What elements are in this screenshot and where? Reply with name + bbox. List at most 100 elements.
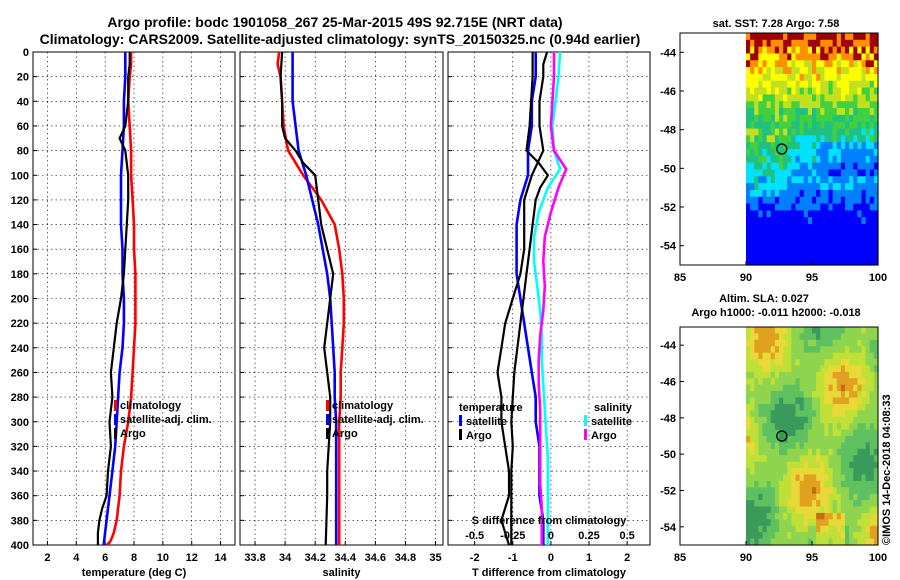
map-cell bbox=[799, 189, 805, 198]
map-cell bbox=[779, 512, 784, 520]
map-cell bbox=[820, 512, 825, 520]
map-cell bbox=[865, 442, 871, 450]
legend-swatch bbox=[114, 400, 117, 411]
map-cell bbox=[845, 493, 850, 501]
map-cell bbox=[816, 210, 821, 218]
map-cell bbox=[832, 474, 838, 482]
map-cell bbox=[861, 210, 867, 218]
map-cell bbox=[746, 33, 751, 41]
map-cell bbox=[840, 333, 846, 341]
map-cell bbox=[750, 532, 755, 540]
map-cell bbox=[820, 493, 825, 501]
map-cell bbox=[762, 532, 768, 540]
map-cell bbox=[873, 538, 879, 546]
map-cell bbox=[799, 128, 805, 136]
map-cell bbox=[783, 468, 788, 476]
map-cell bbox=[849, 506, 854, 514]
map-cell bbox=[873, 217, 879, 225]
map-cell bbox=[762, 423, 768, 431]
map-frame bbox=[679, 32, 879, 266]
map-cell bbox=[762, 244, 768, 252]
map-cell bbox=[824, 506, 830, 514]
map-cell bbox=[849, 203, 854, 212]
map-cell bbox=[853, 196, 858, 205]
map-cell bbox=[869, 203, 875, 212]
map-cell bbox=[849, 155, 854, 164]
map-cell bbox=[795, 101, 801, 109]
map-cell bbox=[787, 155, 792, 164]
map-cell bbox=[803, 217, 809, 225]
map-cell bbox=[799, 333, 805, 341]
map-cell bbox=[774, 217, 780, 225]
map-x-tick-label: 100 bbox=[869, 272, 887, 284]
map-cell bbox=[873, 416, 879, 424]
map-cell bbox=[807, 176, 813, 184]
map-cell bbox=[849, 474, 854, 482]
map-cell bbox=[873, 230, 879, 239]
map-cell bbox=[750, 80, 755, 89]
map-cell bbox=[845, 461, 850, 469]
map-cell bbox=[873, 210, 879, 218]
legend-label: Argo bbox=[120, 428, 146, 440]
map-cell bbox=[766, 365, 772, 373]
map-cell bbox=[845, 500, 850, 508]
y-tick-label: 320 bbox=[11, 441, 29, 453]
map-cell bbox=[824, 487, 830, 495]
title-line1: Argo profile: bodc 1901058_267 25-Mar-20… bbox=[107, 14, 562, 30]
map-cell bbox=[807, 121, 813, 130]
map-cell bbox=[865, 135, 871, 143]
map-cell bbox=[832, 448, 838, 456]
map-cell bbox=[828, 217, 834, 225]
map-cell bbox=[754, 474, 759, 482]
map-cell bbox=[774, 73, 780, 82]
map-cell bbox=[853, 423, 858, 431]
map-cell bbox=[779, 251, 784, 259]
map-cell bbox=[779, 237, 784, 246]
map-cell bbox=[795, 162, 801, 171]
map-cell bbox=[840, 371, 846, 379]
map-cell bbox=[750, 46, 755, 55]
map-cell bbox=[774, 149, 780, 157]
map-cell bbox=[824, 128, 830, 136]
map-cell bbox=[770, 53, 776, 61]
map-cell bbox=[750, 108, 755, 116]
map-cell bbox=[799, 468, 805, 476]
map-cell bbox=[803, 461, 809, 469]
map-cell bbox=[836, 352, 842, 360]
map-cell bbox=[770, 169, 776, 177]
map-cell bbox=[861, 346, 867, 354]
map-cell bbox=[770, 468, 776, 476]
map-cell bbox=[828, 101, 834, 109]
map-cell bbox=[783, 423, 788, 431]
map-cell bbox=[820, 183, 825, 191]
map-cell bbox=[853, 210, 858, 218]
map-cell bbox=[869, 135, 875, 143]
map-cell bbox=[824, 183, 830, 191]
map-cell bbox=[787, 203, 792, 212]
map-cell bbox=[869, 39, 875, 48]
map-cell bbox=[770, 258, 776, 266]
map-cell bbox=[816, 196, 821, 205]
map-cell bbox=[824, 365, 830, 373]
map-cell bbox=[746, 339, 751, 347]
map-cell bbox=[783, 155, 788, 164]
map-cell bbox=[869, 359, 875, 367]
map-cell bbox=[853, 135, 858, 143]
map-cell bbox=[746, 512, 751, 520]
map-cell bbox=[783, 183, 788, 191]
map-cell bbox=[873, 506, 879, 514]
map-cell bbox=[836, 500, 842, 508]
map-cell bbox=[828, 121, 834, 130]
map-cell bbox=[836, 532, 842, 540]
map-cell bbox=[746, 391, 751, 399]
map-cell bbox=[836, 108, 842, 116]
map-cell bbox=[824, 251, 830, 259]
map-cell bbox=[787, 391, 792, 399]
map-cell bbox=[840, 230, 846, 239]
map-cell bbox=[857, 397, 863, 405]
map-cell bbox=[853, 155, 858, 164]
map-cell bbox=[812, 352, 817, 360]
map-cell bbox=[861, 224, 867, 232]
map-cell bbox=[766, 397, 772, 405]
map-cell bbox=[849, 352, 854, 360]
